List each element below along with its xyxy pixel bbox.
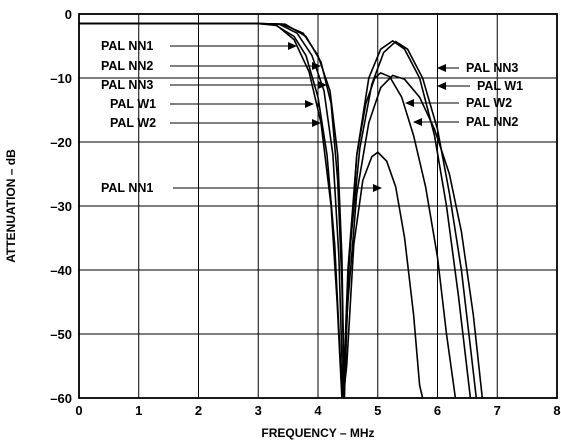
arrowhead bbox=[413, 118, 422, 126]
x-tick-label: 1 bbox=[135, 403, 142, 418]
annotation-label: PAL W1 bbox=[110, 97, 156, 111]
series-line-pal-w1-3 bbox=[79, 22, 478, 398]
y-tick-label: 0 bbox=[65, 7, 72, 22]
y-tick-label: –40 bbox=[50, 263, 72, 278]
y-tick-label: –10 bbox=[50, 71, 72, 86]
x-tick-label: 6 bbox=[434, 403, 441, 418]
arrowhead bbox=[288, 42, 297, 50]
annotation-label: PAL NN1 bbox=[101, 181, 153, 195]
annotation-label: PAL W2 bbox=[466, 96, 512, 110]
x-tick-label: 8 bbox=[553, 403, 560, 418]
annotation-label: PAL NN2 bbox=[466, 115, 518, 129]
x-tick-label: 4 bbox=[314, 403, 322, 418]
x-tick-labels: 0 1 2 3 4 5 6 7 8 bbox=[75, 403, 560, 418]
arrowhead bbox=[312, 119, 321, 127]
annotation-label: PAL NN1 bbox=[101, 39, 153, 53]
series-line-pal-w2-4 bbox=[79, 22, 484, 398]
arrowhead bbox=[405, 99, 414, 107]
series-annotations: PAL NN1 PAL NN2 PAL NN3 PAL W1 PAL W2 PAL NN1… bbox=[101, 39, 523, 195]
y-tick-label: –50 bbox=[50, 327, 72, 342]
arrowhead bbox=[437, 64, 446, 72]
y-tick-labels: 0 –10 –20 –30 –40 –50 –60 bbox=[50, 7, 72, 406]
annotation-label: PAL NN3 bbox=[101, 78, 153, 92]
arrowhead bbox=[373, 184, 382, 192]
arrowhead bbox=[312, 62, 321, 70]
arrowhead bbox=[305, 100, 314, 108]
x-tick-label: 2 bbox=[195, 403, 202, 418]
y-tick-label: –30 bbox=[50, 199, 72, 214]
y-axis-title: ATTENUATION – dB bbox=[4, 149, 18, 263]
annotation-label: PAL NN3 bbox=[466, 61, 518, 75]
annotation-label: PAL NN2 bbox=[101, 59, 153, 73]
series-curves bbox=[79, 22, 484, 398]
x-axis-title: FREQUENCY – MHz bbox=[261, 426, 374, 440]
x-tick-label: 5 bbox=[374, 403, 381, 418]
y-tick-label: –60 bbox=[50, 391, 72, 406]
x-tick-label: 3 bbox=[255, 403, 262, 418]
annotation-label: PAL W2 bbox=[110, 116, 156, 130]
x-tick-label: 0 bbox=[75, 403, 82, 418]
arrowhead bbox=[318, 81, 327, 89]
arrowhead bbox=[437, 82, 446, 90]
x-tick-label: 7 bbox=[494, 403, 501, 418]
grid-lines bbox=[79, 14, 557, 398]
annotation-label: PAL W1 bbox=[477, 79, 523, 93]
y-tick-label: –20 bbox=[50, 135, 72, 150]
plot-frame bbox=[78, 13, 558, 399]
